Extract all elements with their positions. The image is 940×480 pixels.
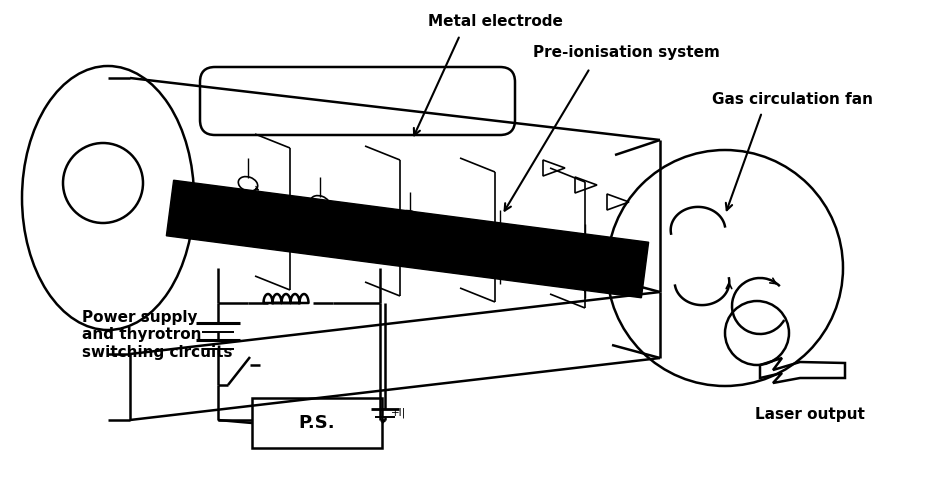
Text: Laser output: Laser output [755,408,865,422]
Text: Power supply
and thyrotron
switching circuits: Power supply and thyrotron switching cir… [82,310,232,360]
Text: Pre-ionisation system: Pre-ionisation system [533,45,719,60]
Text: Metal electrode: Metal electrode [428,14,562,29]
Text: Gas circulation fan: Gas circulation fan [713,93,873,108]
Text: +I|: +I| [391,408,406,418]
Text: P.S.: P.S. [299,414,336,432]
Bar [252,398,382,448]
Polygon shape [166,180,649,298]
